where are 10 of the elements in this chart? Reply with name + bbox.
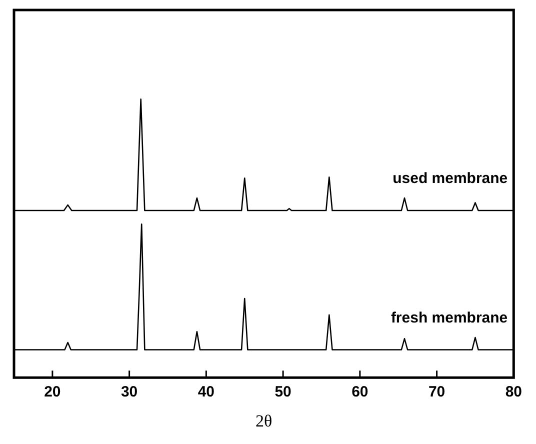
x-tick-label: 30: [120, 384, 138, 401]
x-tick-label: 40: [198, 384, 215, 401]
x-tick-label: 50: [274, 384, 292, 401]
x-axis-title: 2θ: [256, 411, 272, 430]
series-label: used membrane: [392, 170, 508, 188]
series-label: fresh membrane: [390, 309, 508, 326]
x-tick-label: 70: [428, 384, 446, 401]
x-tick-label: 20: [44, 384, 61, 401]
x-tick-label: 80: [505, 384, 522, 401]
x-tick-label: 60: [352, 384, 368, 401]
